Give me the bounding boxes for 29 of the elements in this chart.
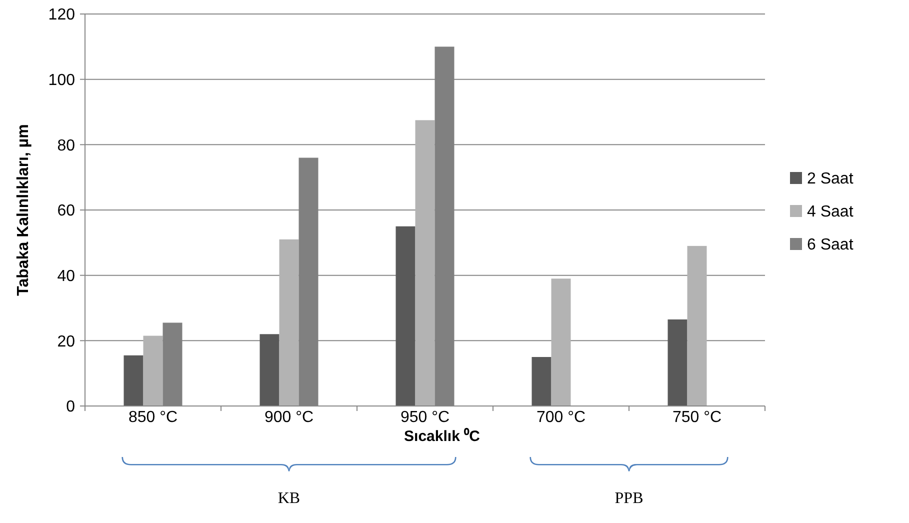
bar	[532, 357, 552, 406]
legend-label: 4 Saat	[807, 204, 854, 221]
bar	[396, 226, 416, 406]
y-tick-label: 0	[66, 398, 76, 416]
x-tick-label: 750 °C	[672, 409, 722, 426]
bar	[687, 246, 707, 406]
bar	[124, 355, 144, 406]
y-tick-label: 20	[57, 333, 76, 350]
x-axis-title: Sıcaklık ⁰C	[404, 427, 480, 445]
legend-label: 2 Saat	[807, 170, 854, 188]
text: KB	[278, 490, 300, 507]
x-tick-label: 950 °C	[400, 409, 450, 426]
y-tick-label: 100	[48, 72, 76, 89]
y-tick-label: 60	[57, 202, 76, 220]
text: PPB	[614, 490, 644, 507]
bar	[143, 336, 163, 406]
bar	[260, 334, 280, 406]
x-tick-label: 850 °C	[128, 409, 178, 426]
bar	[551, 278, 571, 406]
y-tick-label: 40	[57, 268, 76, 285]
legend-label: 6 Saat	[807, 236, 854, 254]
y-axis-title: Tabaka Kalınlıkları, µm	[15, 124, 32, 296]
bar	[415, 120, 435, 406]
y-tick-label: 80	[57, 137, 76, 154]
y-tick-label: 120	[48, 6, 76, 24]
x-tick-label: 700 °C	[536, 409, 586, 426]
bar	[668, 319, 688, 406]
x-tick-label: 900 °C	[264, 409, 314, 426]
bar	[279, 239, 299, 406]
